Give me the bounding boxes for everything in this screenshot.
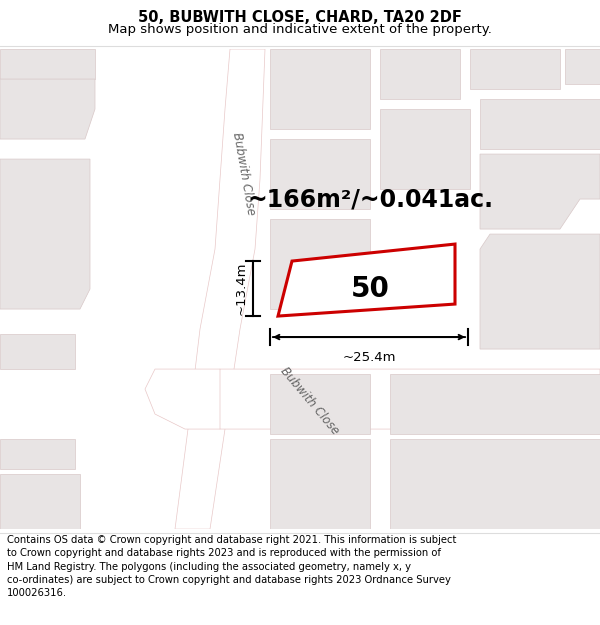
Polygon shape xyxy=(175,49,265,529)
Polygon shape xyxy=(470,49,560,89)
Polygon shape xyxy=(390,439,600,529)
Text: Bubwith Close: Bubwith Close xyxy=(278,365,342,438)
Polygon shape xyxy=(0,439,75,469)
Text: Bubwith Close: Bubwith Close xyxy=(230,132,257,216)
Polygon shape xyxy=(480,154,600,229)
Polygon shape xyxy=(0,159,90,309)
Text: Map shows position and indicative extent of the property.: Map shows position and indicative extent… xyxy=(108,22,492,36)
Polygon shape xyxy=(480,234,600,349)
Polygon shape xyxy=(380,49,460,99)
Polygon shape xyxy=(270,219,370,309)
Polygon shape xyxy=(270,374,370,434)
Polygon shape xyxy=(270,139,370,209)
Polygon shape xyxy=(380,109,470,189)
Text: ~25.4m: ~25.4m xyxy=(342,351,396,364)
Text: ~13.4m: ~13.4m xyxy=(235,262,248,315)
Polygon shape xyxy=(0,49,95,79)
Polygon shape xyxy=(0,79,95,139)
Polygon shape xyxy=(0,474,80,529)
Polygon shape xyxy=(210,369,600,429)
Polygon shape xyxy=(480,99,600,149)
Polygon shape xyxy=(278,244,455,316)
Polygon shape xyxy=(565,49,600,84)
Polygon shape xyxy=(270,49,370,129)
Text: 50, BUBWITH CLOSE, CHARD, TA20 2DF: 50, BUBWITH CLOSE, CHARD, TA20 2DF xyxy=(138,10,462,25)
Polygon shape xyxy=(270,439,370,529)
Polygon shape xyxy=(0,334,75,369)
Text: Contains OS data © Crown copyright and database right 2021. This information is : Contains OS data © Crown copyright and d… xyxy=(7,535,457,598)
Polygon shape xyxy=(145,369,220,429)
Text: 50: 50 xyxy=(350,275,389,303)
Text: ~166m²/~0.041ac.: ~166m²/~0.041ac. xyxy=(247,187,493,211)
Polygon shape xyxy=(390,374,600,434)
